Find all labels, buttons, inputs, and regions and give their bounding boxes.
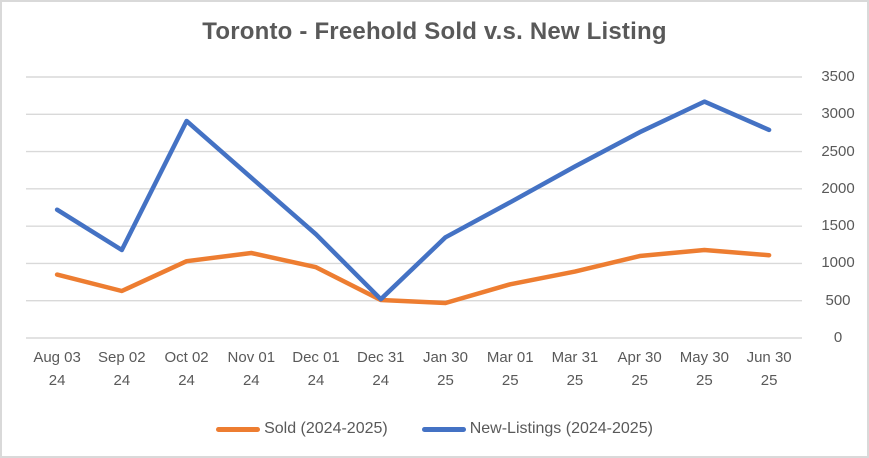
x-axis-tick-label: Mar 01 25: [477, 346, 543, 392]
x-tick-year: 25: [437, 372, 454, 389]
x-tick-year: 25: [696, 372, 713, 389]
x-tick-date: Oct 02: [164, 349, 209, 366]
x-axis-tick-label: Dec 31 24: [348, 346, 414, 392]
x-tick-date: Mar 31: [551, 349, 599, 366]
x-tick-year: 24: [372, 372, 390, 389]
x-tick-year: 25: [501, 372, 519, 389]
x-axis-tick-label: May 30 25: [671, 346, 737, 392]
legend-line-swatch: [421, 426, 466, 432]
x-tick-date: Mar 01: [486, 349, 534, 366]
y-axis-tick-label: 3000: [821, 105, 855, 123]
x-tick-date: Jan 30: [422, 349, 468, 366]
y-axis-tick-label: 1500: [821, 217, 855, 235]
y-axis-tick-label: 2000: [821, 179, 855, 197]
x-axis-tick-label: Dec 01 24: [283, 346, 349, 392]
legend-item-new-listings-2024-2025-: New-Listings (2024-2025): [421, 419, 653, 439]
series-line-new-listings-2024-2025-: [54, 99, 772, 302]
x-tick-date: Nov 01: [227, 349, 276, 366]
legend-line-swatch: [216, 426, 261, 432]
y-axis-tick-label: 0: [833, 329, 843, 346]
y-axis-tick-label: 2500: [821, 142, 855, 160]
x-tick-year: 25: [631, 372, 648, 389]
x-axis-tick-label: Oct 02 24: [154, 346, 220, 392]
x-axis-tick-label: Sep 02 24: [89, 346, 155, 392]
x-tick-date: Dec 01: [292, 349, 340, 366]
legend-label: Sold (2024-2025): [264, 420, 388, 437]
x-tick-date: Apr 30: [617, 349, 662, 366]
x-tick-date: Aug 03: [33, 349, 81, 366]
series-line-sold-2024-2025-: [54, 247, 772, 306]
x-tick-date: Jun 30: [746, 349, 792, 366]
legend-label: New-Listings (2024-2025): [469, 420, 653, 437]
x-axis-tick-label: Nov 01 24: [218, 346, 284, 392]
x-axis-tick-label: Mar 31 25: [542, 346, 608, 392]
x-axis-tick-label: Aug 03 24: [24, 346, 90, 392]
x-tick-year: 25: [760, 372, 778, 389]
y-axis-tick-label: 1000: [821, 254, 855, 272]
x-tick-year: 24: [178, 372, 195, 389]
legend-item-sold-2024-2025-: Sold (2024-2025): [216, 419, 388, 439]
legend: Sold (2024-2025) New-Listings (2024-2025): [2, 419, 867, 439]
x-axis-tick-label: Jun 30 25: [736, 346, 802, 392]
x-tick-year: 24: [48, 372, 66, 389]
y-axis-tick-label: 500: [825, 291, 851, 309]
x-tick-year: 24: [113, 372, 131, 389]
chart-title: Toronto - Freehold Sold v.s. New Listing: [202, 18, 667, 45]
x-axis-tick-label: Jan 30 25: [412, 346, 478, 392]
x-tick-year: 24: [307, 372, 325, 389]
x-tick-date: Dec 31: [356, 349, 405, 366]
x-axis-tick-label: Apr 30 25: [607, 346, 673, 392]
x-tick-year: 25: [566, 372, 584, 389]
x-tick-year: 24: [242, 372, 260, 389]
y-axis-tick-label: 3500: [821, 68, 855, 85]
x-tick-date: May 30: [679, 349, 729, 366]
x-tick-date: Sep 02: [98, 349, 146, 366]
